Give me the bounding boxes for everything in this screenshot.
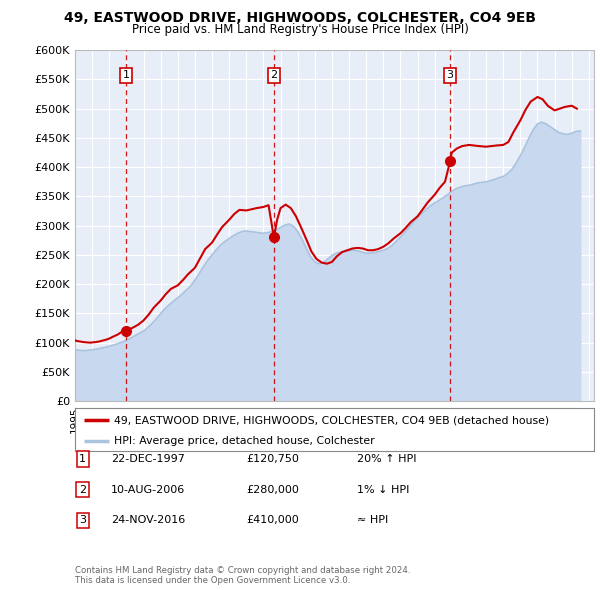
Text: £120,750: £120,750 [246,454,299,464]
Text: 1: 1 [79,454,86,464]
Text: Price paid vs. HM Land Registry's House Price Index (HPI): Price paid vs. HM Land Registry's House … [131,23,469,36]
Text: 20% ↑ HPI: 20% ↑ HPI [357,454,416,464]
Text: £280,000: £280,000 [246,485,299,494]
Text: 3: 3 [79,516,86,525]
Text: 10-AUG-2006: 10-AUG-2006 [111,485,185,494]
Text: £410,000: £410,000 [246,516,299,525]
Text: HPI: Average price, detached house, Colchester: HPI: Average price, detached house, Colc… [114,435,374,445]
Text: 22-DEC-1997: 22-DEC-1997 [111,454,185,464]
Text: 49, EASTWOOD DRIVE, HIGHWOODS, COLCHESTER, CO4 9EB (detached house): 49, EASTWOOD DRIVE, HIGHWOODS, COLCHESTE… [114,415,549,425]
Text: 24-NOV-2016: 24-NOV-2016 [111,516,185,525]
Text: 1% ↓ HPI: 1% ↓ HPI [357,485,409,494]
Text: ≈ HPI: ≈ HPI [357,516,388,525]
Text: 2: 2 [79,485,86,494]
Text: 2: 2 [271,70,277,80]
Text: 49, EASTWOOD DRIVE, HIGHWOODS, COLCHESTER, CO4 9EB: 49, EASTWOOD DRIVE, HIGHWOODS, COLCHESTE… [64,11,536,25]
Text: 1: 1 [122,70,130,80]
Text: Contains HM Land Registry data © Crown copyright and database right 2024.
This d: Contains HM Land Registry data © Crown c… [75,566,410,585]
Text: 3: 3 [446,70,454,80]
